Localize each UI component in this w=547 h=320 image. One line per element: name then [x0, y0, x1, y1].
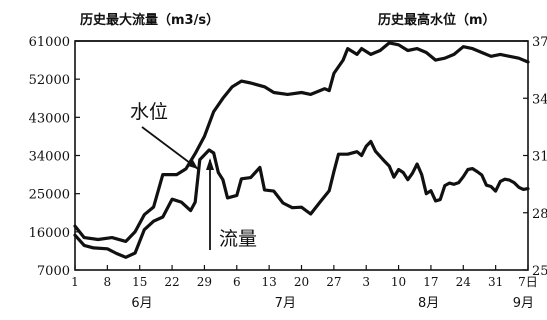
x-tick-label: 29 — [197, 275, 212, 289]
left-axis: 61000 52000 43000 34000 25000 16000 7000 — [29, 35, 80, 279]
water-level-arrowhead — [188, 160, 198, 169]
x-tick-label: 22 — [164, 275, 179, 289]
left-tick-label: 25000 — [29, 188, 70, 203]
water-level-arrow — [141, 126, 199, 170]
annotations: 水位 流量 — [130, 101, 257, 250]
x-tick-label: 10 — [391, 275, 406, 289]
left-tick-label: 61000 — [29, 35, 70, 50]
x-tick-label: 20 — [294, 275, 309, 289]
right-tick-label: 34 — [532, 92, 547, 107]
x-axis: 1 8 15 22 29 6 13 20 27 3 10 17 24 31 7日 6月 7月 8月 9月 — [71, 265, 538, 311]
left-axis-title: 历史最大流量（m3/s） — [80, 12, 219, 28]
month-label: 9月 — [513, 296, 534, 311]
month-label: 6月 — [131, 296, 152, 311]
left-tick-label: 52000 — [29, 73, 70, 88]
x-tick-label: 8 — [104, 275, 112, 289]
x-tick-label: 7日 — [518, 275, 538, 289]
left-tick-label: 34000 — [29, 150, 70, 165]
right-tick-label: 31 — [532, 150, 547, 165]
flow-arrowhead — [206, 158, 214, 170]
right-axis: 37 34 31 28 25 — [523, 35, 547, 279]
water-level-label: 水位 — [130, 101, 168, 123]
x-tick-label: 27 — [326, 275, 341, 289]
flow-line — [73, 139, 530, 259]
right-tick-label: 37 — [532, 35, 547, 50]
x-tick-label: 15 — [132, 275, 147, 289]
month-label: 8月 — [418, 296, 439, 311]
left-tick-label: 7000 — [37, 264, 70, 279]
flow-label: 流量 — [219, 228, 257, 250]
x-tick-label: 17 — [423, 275, 438, 289]
right-axis-title: 历史最高水位（m） — [378, 12, 496, 28]
month-label: 7月 — [275, 296, 296, 311]
water-level-line — [73, 41, 530, 243]
x-tick-label: 1 — [71, 275, 79, 289]
left-tick-label: 16000 — [29, 226, 70, 241]
x-tick-label: 3 — [362, 275, 370, 289]
x-tick-label: 31 — [488, 275, 503, 289]
left-tick-label: 43000 — [29, 111, 70, 126]
right-tick-label: 28 — [532, 207, 547, 222]
series-layer — [73, 41, 530, 259]
x-tick-label: 24 — [456, 275, 472, 289]
x-tick-label: 6 — [233, 275, 241, 289]
x-tick-label: 13 — [262, 275, 277, 289]
right-tick-label: 25 — [532, 264, 547, 279]
